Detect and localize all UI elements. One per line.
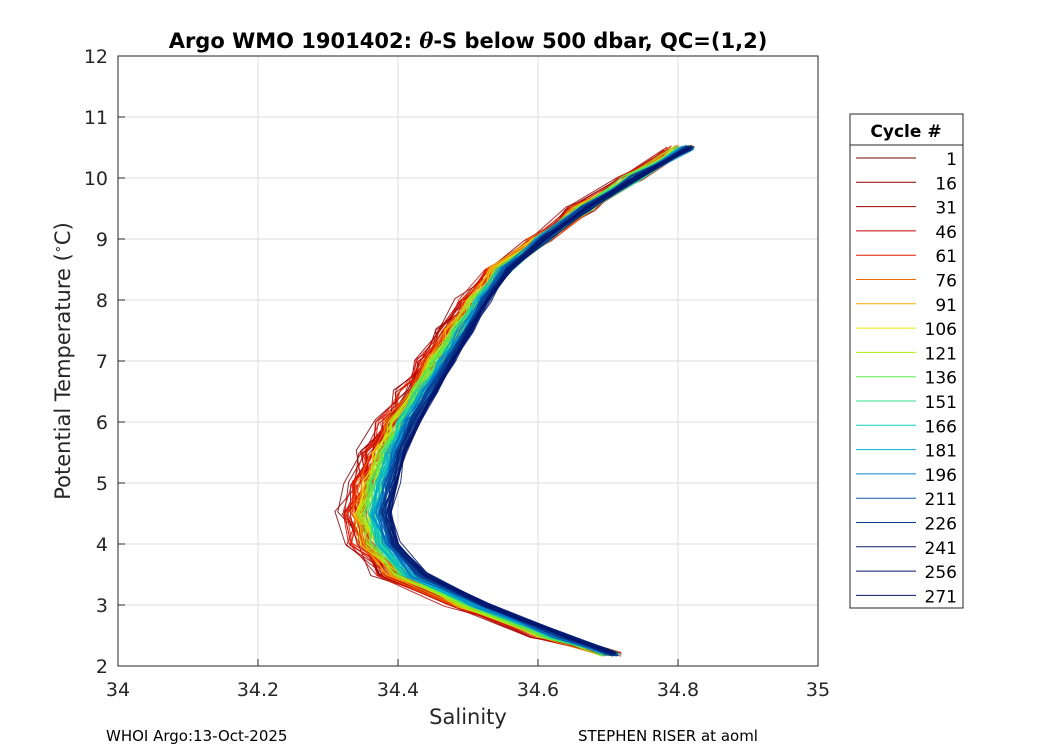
legend-label: 46 [935, 223, 957, 243]
legend-label: 61 [935, 247, 957, 267]
legend-title: Cycle # [870, 122, 941, 142]
legend-label: 241 [925, 539, 957, 559]
title-suffix: -S below 500 dbar, QC=(1,2) [433, 29, 767, 53]
legend-label: 1 [946, 150, 957, 170]
title-prefix: Argo WMO 1901402: [169, 29, 420, 53]
legend-label: 76 [935, 272, 957, 292]
y-tick-label: 3 [96, 595, 108, 617]
x-axis-ticks: 34 34.2 34.4 34.6 34.8 35 [106, 659, 830, 701]
y-tick-label: 4 [96, 534, 108, 556]
title-theta-symbol: θ [419, 28, 433, 53]
legend-box [849, 113, 964, 609]
chart-title: Argo WMO 1901402: θ-S below 500 dbar, QC… [169, 28, 768, 53]
y-axis-ticks: 2 3 4 5 6 7 8 9 10 11 12 [84, 46, 125, 678]
legend-label: 181 [925, 442, 957, 462]
x-axis-label: Salinity [429, 705, 507, 729]
x-tick-label: 34.2 [237, 679, 279, 701]
legend-items: 1 16 31 46 61 76 91 106 121 136 151 166 181 196 211 226… [856, 150, 957, 607]
legend-label: 256 [925, 563, 957, 583]
footer-left: WHOI Argo:13-Oct-2025 [106, 727, 288, 745]
legend-label: 136 [925, 369, 957, 389]
profile-lines [334, 144, 695, 657]
y-tick-label: 10 [84, 168, 108, 190]
y-axis-label: Potential Temperature (∘C) [51, 222, 75, 500]
y-tick-label: 8 [96, 290, 108, 312]
y-tick-label: 11 [84, 107, 108, 129]
legend-label: 91 [935, 296, 957, 316]
y-axis-label-prefix: Potential Temperature ( [51, 253, 75, 500]
legend-label: 196 [925, 466, 957, 486]
legend-label: 151 [925, 393, 957, 413]
legend-label: 121 [925, 344, 957, 364]
y-tick-label: 9 [96, 229, 108, 251]
y-tick-label: 12 [84, 46, 108, 68]
legend: Cycle # 11631466176911061211361511661811… [849, 113, 964, 609]
y-tick-label: 7 [96, 351, 108, 373]
legend-label: 106 [925, 320, 957, 340]
legend-label: 31 [935, 199, 957, 219]
legend-label: 226 [925, 515, 957, 535]
x-tick-label: 34.8 [657, 679, 699, 701]
legend-label: 166 [925, 417, 957, 437]
legend-label: 16 [935, 174, 957, 194]
x-tick-label: 35 [806, 679, 830, 701]
legend-label: 211 [925, 490, 957, 510]
y-tick-label: 2 [96, 656, 108, 678]
footer-right: STEPHEN RISER at aoml [578, 727, 758, 745]
legend-label: 271 [925, 587, 957, 607]
profile-line [390, 147, 694, 654]
x-tick-label: 34.6 [517, 679, 559, 701]
y-axis-label-degree: ∘ [51, 245, 66, 253]
x-tick-label: 34 [106, 679, 130, 701]
y-axis-label-suffix: C) [51, 222, 75, 245]
profile-line [390, 146, 693, 655]
y-tick-label: 6 [96, 412, 108, 434]
x-tick-label: 34.4 [377, 679, 419, 701]
y-tick-label: 5 [96, 473, 108, 495]
